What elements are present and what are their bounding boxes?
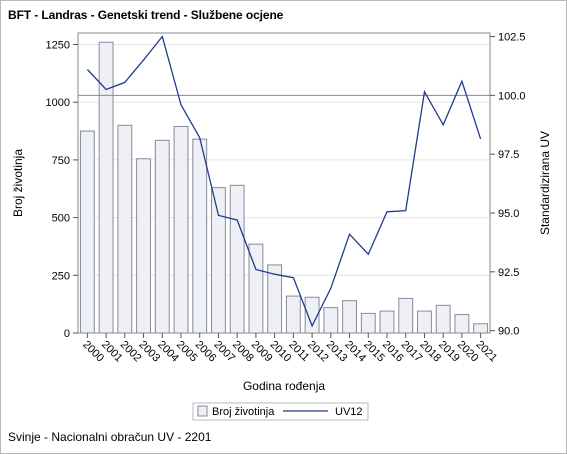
legend-bar-label: Broj životinja xyxy=(212,406,275,418)
y-tick-label: 500 xyxy=(52,213,70,225)
bar-2002 xyxy=(117,124,133,334)
y-tick-label: 0 xyxy=(64,328,70,340)
legend: Broj životinja UV12 xyxy=(192,402,369,421)
y2-tick-label: 97.5 xyxy=(498,149,519,161)
y-tick-label: 1000 xyxy=(46,97,70,109)
y-axis-label: Broj životinja xyxy=(11,149,25,217)
bar-2015 xyxy=(360,312,376,334)
bar-2014 xyxy=(342,300,357,334)
bar-2016 xyxy=(379,310,395,334)
left-axis-ticks: 0 250 500 750 1000 1250 xyxy=(46,40,78,340)
x-axis-label: Godina rođenja xyxy=(243,379,325,393)
bar-2017 xyxy=(398,297,414,334)
plot-area-border xyxy=(77,32,491,334)
y-tick-label: 1250 xyxy=(46,40,70,52)
bar-2011 xyxy=(285,295,301,334)
bar-2008 xyxy=(229,184,245,334)
x-axis-ticks: 2000200120022003200420052006200720082009… xyxy=(80,333,499,364)
y2-tick-label: 92.5 xyxy=(498,267,519,279)
bars xyxy=(79,41,489,334)
bar-2006 xyxy=(192,138,208,334)
bar-2007 xyxy=(211,187,226,334)
bar-2018 xyxy=(417,310,432,334)
bar-2001 xyxy=(98,41,114,334)
y2-tick-label: 102.5 xyxy=(498,32,526,44)
y2-tick-label: 90.0 xyxy=(498,326,519,338)
bar-2004 xyxy=(154,139,170,334)
x-tick-label: 2000 xyxy=(80,339,106,365)
footnote: Svinje - Nacionalni obračun UV - 2201 xyxy=(8,430,212,444)
bar-2020 xyxy=(454,314,470,334)
bar-2013 xyxy=(323,307,339,334)
chart-title: BFT - Landras - Genetski trend - Služben… xyxy=(8,8,284,22)
legend-line-label: UV12 xyxy=(335,406,363,418)
bar-2005 xyxy=(173,125,189,334)
bar-2019 xyxy=(435,304,451,334)
bar-2021 xyxy=(473,323,489,334)
right-axis-ticks: 90.0 92.5 95.0 97.5 100.0 102.5 xyxy=(490,32,526,338)
y2-tick-label: 100.0 xyxy=(498,90,526,102)
y2-tick-label: 95.0 xyxy=(498,208,519,220)
legend-bar-swatch xyxy=(197,405,208,417)
bar-2003 xyxy=(136,158,151,334)
y-tick-label: 750 xyxy=(52,155,70,167)
uv12-line-group xyxy=(86,35,482,328)
y-tick-label: 250 xyxy=(52,270,70,282)
y2-axis-label: Standardizirana UV xyxy=(538,131,552,235)
x-tick-label: 2011 xyxy=(286,339,311,364)
legend-box xyxy=(192,402,369,421)
bar-2000 xyxy=(79,130,95,334)
uv12-line xyxy=(86,35,482,328)
